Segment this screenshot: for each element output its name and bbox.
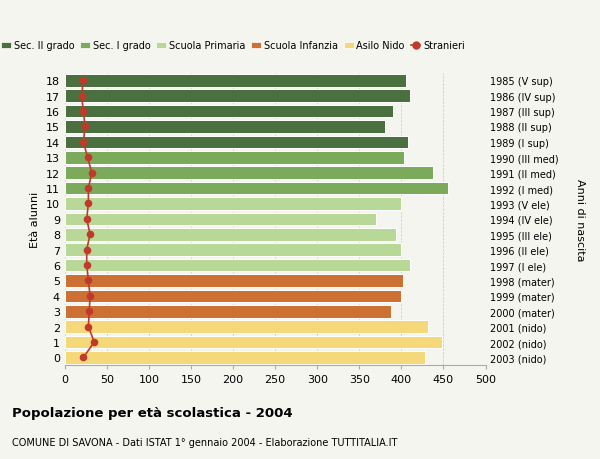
Text: Popolazione per età scolastica - 2004: Popolazione per età scolastica - 2004 bbox=[12, 406, 293, 419]
Point bbox=[79, 139, 88, 146]
Bar bbox=[65, 259, 410, 272]
Point bbox=[82, 262, 92, 269]
Point bbox=[80, 123, 90, 131]
Point bbox=[82, 246, 92, 254]
Bar bbox=[65, 167, 433, 179]
Point bbox=[77, 93, 86, 100]
Point bbox=[83, 154, 92, 162]
Legend: Sec. II grado, Sec. I grado, Scuola Primaria, Scuola Infanzia, Asilo Nido, Stran: Sec. II grado, Sec. I grado, Scuola Prim… bbox=[0, 37, 469, 55]
Point bbox=[79, 354, 88, 361]
Point bbox=[85, 231, 95, 238]
Point bbox=[79, 108, 88, 116]
Point bbox=[83, 323, 93, 330]
Point bbox=[83, 277, 93, 285]
Bar bbox=[65, 274, 403, 287]
Bar bbox=[65, 182, 448, 195]
Point bbox=[83, 200, 93, 207]
Bar bbox=[65, 106, 393, 118]
Bar bbox=[65, 75, 406, 87]
Bar bbox=[65, 151, 404, 164]
Point bbox=[87, 169, 97, 177]
Bar bbox=[65, 352, 425, 364]
Point bbox=[89, 339, 99, 346]
Bar bbox=[65, 121, 385, 134]
Bar bbox=[65, 244, 401, 257]
Bar bbox=[65, 290, 401, 302]
Point bbox=[85, 308, 94, 315]
Bar bbox=[65, 336, 442, 349]
Y-axis label: Età alunni: Età alunni bbox=[30, 191, 40, 247]
Bar bbox=[65, 90, 410, 103]
Bar bbox=[65, 213, 376, 226]
Point bbox=[85, 292, 95, 300]
Point bbox=[83, 185, 93, 192]
Bar bbox=[65, 136, 408, 149]
Bar bbox=[65, 305, 391, 318]
Y-axis label: Anni di nascita: Anni di nascita bbox=[575, 178, 585, 261]
Bar bbox=[65, 229, 395, 241]
Point bbox=[79, 78, 88, 85]
Bar bbox=[65, 198, 401, 210]
Text: COMUNE DI SAVONA - Dati ISTAT 1° gennaio 2004 - Elaborazione TUTTITALIA.IT: COMUNE DI SAVONA - Dati ISTAT 1° gennaio… bbox=[12, 437, 397, 447]
Point bbox=[82, 216, 92, 223]
Bar bbox=[65, 321, 428, 333]
